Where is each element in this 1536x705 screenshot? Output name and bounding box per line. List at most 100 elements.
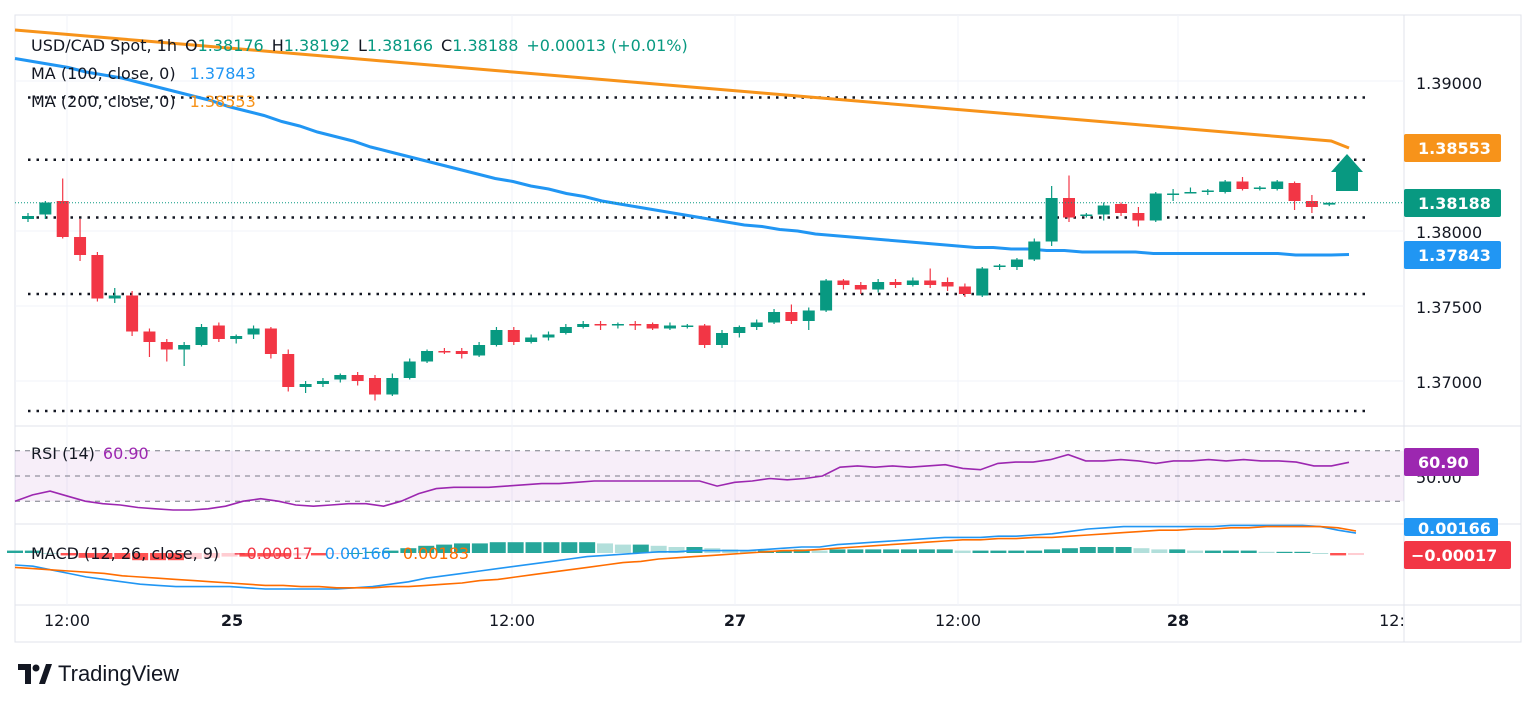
candle-body	[1080, 214, 1093, 216]
rsi-line	[14, 453, 1350, 511]
candle-body	[837, 280, 850, 285]
candle	[421, 349, 434, 363]
candle-body	[56, 201, 69, 237]
candle-body	[577, 324, 590, 327]
candle-body	[1115, 204, 1128, 213]
candle-body	[178, 345, 191, 350]
candle-body	[958, 286, 971, 294]
candle	[56, 178, 69, 239]
candle	[1271, 180, 1284, 191]
candle-body	[455, 351, 468, 354]
candle	[872, 279, 885, 293]
candle-body	[1184, 192, 1197, 194]
legend-c-value: 1.38188	[452, 36, 518, 55]
candle-body	[629, 324, 642, 326]
legend-ma100-label: MA (100, close, 0)	[31, 64, 176, 83]
macd-histogram-bar	[7, 550, 23, 553]
candle-body	[906, 280, 919, 285]
macd-indicator	[7, 524, 1364, 590]
legend-rsi: RSI (14) 60.90	[31, 444, 149, 463]
macd-histogram-bar	[400, 548, 417, 553]
candle	[559, 324, 572, 335]
candle-body	[1167, 193, 1180, 195]
candle	[282, 349, 295, 392]
candle-body	[195, 327, 208, 345]
macd-histogram-bar	[1187, 550, 1204, 553]
candle-body	[542, 334, 555, 338]
candle-body	[716, 333, 728, 345]
macd-histogram-bar	[1115, 547, 1132, 553]
candle-body	[1323, 202, 1336, 205]
candle-body	[802, 310, 815, 321]
time-tick: 12:00	[935, 611, 981, 630]
legend-macd-hist-value: −0.00017	[233, 544, 313, 563]
macd-histogram-bar	[1312, 553, 1329, 554]
candle-body	[403, 361, 416, 378]
candle-body	[1271, 181, 1284, 189]
legend-macd-value: 0.00166	[325, 544, 391, 563]
candle-body	[490, 330, 503, 345]
candle	[1305, 195, 1318, 213]
candle-body	[594, 324, 607, 326]
candle	[91, 252, 104, 302]
macd-histogram-bar	[632, 544, 649, 553]
time-tick: 12:00	[489, 611, 535, 630]
candle-body	[421, 351, 434, 362]
candle	[1184, 187, 1197, 194]
candle-body	[386, 378, 399, 395]
macd-histogram-bar	[865, 549, 882, 553]
macd-histogram-bar	[203, 553, 220, 558]
macd-histogram-bar	[167, 553, 184, 561]
candle	[698, 324, 711, 348]
candle-body	[247, 328, 260, 335]
candle	[108, 288, 121, 303]
legend-l-value: 1.38166	[367, 36, 433, 55]
candle	[1288, 181, 1301, 210]
candle	[126, 291, 139, 336]
brand: TradingView	[18, 661, 179, 687]
grid-lines	[15, 15, 1404, 605]
candle	[611, 322, 624, 329]
macd-histogram-bar	[1258, 551, 1275, 553]
candle-body	[1253, 187, 1266, 189]
candle-body	[872, 282, 885, 290]
candle-body	[768, 312, 781, 323]
candle	[820, 279, 833, 312]
rsi-tag-value: 60.90	[1418, 453, 1469, 472]
macd-histogram-bar	[883, 549, 900, 553]
legend-ma100-value: 1.37843	[190, 64, 256, 83]
candle	[663, 322, 676, 330]
legend-h-value: 1.38192	[284, 36, 350, 55]
macd-histogram-bar	[275, 553, 292, 557]
time-tick: 12:	[1379, 611, 1405, 630]
macd-histogram-bar	[614, 544, 631, 553]
macd-histogram-bar	[150, 553, 167, 561]
candle	[490, 327, 503, 347]
candle	[646, 322, 659, 330]
rsi-value-tag: 60.90	[1404, 448, 1479, 476]
candle-body	[611, 324, 624, 326]
candle	[577, 321, 590, 329]
macd-histogram-bar	[507, 542, 524, 553]
candle-body	[230, 336, 243, 339]
legend-rsi-value: 60.90	[103, 444, 149, 463]
macd-histogram-bar	[454, 543, 470, 553]
macd-histogram-bar	[954, 550, 971, 553]
brand-name: TradingView	[58, 661, 180, 686]
candle-body	[820, 280, 833, 311]
legend-rsi-label: RSI (14)	[31, 444, 95, 463]
candle-body	[889, 282, 902, 285]
time-tick: 12:00	[44, 611, 90, 630]
macd-histogram-bar	[1079, 547, 1096, 553]
macd-histogram-bar	[489, 542, 506, 553]
candle	[438, 348, 451, 354]
macd-tag-value: −0.00017	[1411, 546, 1497, 565]
candle-body	[74, 237, 87, 255]
candle	[230, 334, 243, 344]
candle-body	[473, 345, 486, 356]
ma100-line	[14, 57, 1350, 257]
candle	[1097, 202, 1110, 221]
ma100-price-tag: 1.37843	[1404, 241, 1501, 269]
candle	[1045, 186, 1058, 246]
